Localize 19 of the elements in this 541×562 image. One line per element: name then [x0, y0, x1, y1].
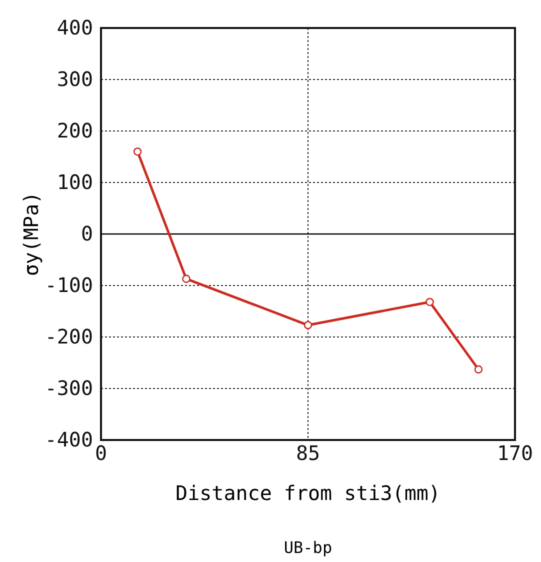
point: [304, 321, 312, 330]
x-axis-title: Distance from sti3(mm): [176, 481, 440, 505]
y-tick-label: -100: [44, 272, 93, 297]
y-tick-label: 400: [56, 15, 93, 40]
y-tick-label: 0: [80, 221, 93, 246]
y-tick-label: -300: [44, 376, 93, 400]
point: [474, 365, 483, 374]
x-tick-label: 170: [496, 441, 534, 466]
y-tick-label: 200: [56, 118, 93, 142]
text: UB-bp: [284, 538, 332, 557]
point: [426, 298, 434, 306]
y-tick-label: 300: [56, 66, 93, 91]
x-tick-label: 85: [296, 441, 320, 466]
y-tick-label: 100: [56, 170, 93, 194]
point: [133, 147, 142, 156]
y-axis-title: σy(MPa): [19, 192, 43, 276]
point: [182, 274, 190, 283]
y-tick-label: -400: [44, 427, 93, 452]
y-tick-label: -200: [44, 324, 93, 348]
